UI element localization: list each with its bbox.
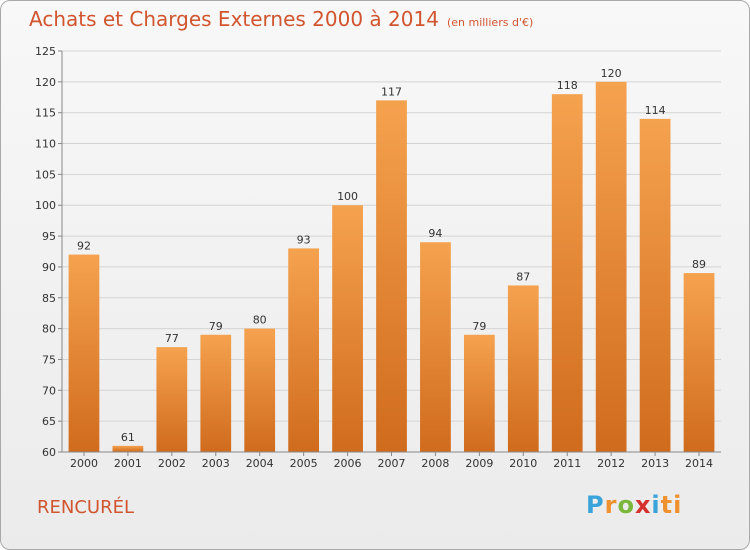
y-tick-label: 125 xyxy=(35,45,56,58)
bar-2001 xyxy=(112,445,144,452)
value-label: 100 xyxy=(337,190,358,203)
x-tick-label: 2000 xyxy=(70,457,98,470)
bar-2003 xyxy=(200,334,232,452)
bar-2005 xyxy=(288,248,320,452)
value-label: 120 xyxy=(601,67,622,80)
x-tick-label: 2003 xyxy=(202,457,230,470)
x-tick-label: 2006 xyxy=(334,457,362,470)
y-tick-label: 120 xyxy=(35,76,56,89)
x-tick-label: 2013 xyxy=(641,457,669,470)
x-tick-label: 2001 xyxy=(114,457,142,470)
bar-2014 xyxy=(683,273,715,452)
y-tick-label: 65 xyxy=(42,415,56,428)
bar-2000 xyxy=(68,254,100,452)
x-tick-label: 2010 xyxy=(509,457,537,470)
axes: 60 65 70 75 80 85 90 95 100 105 110 115 120 125 2000 20… xyxy=(35,45,721,470)
x-tick-label: 2002 xyxy=(158,457,186,470)
y-tick-label: 75 xyxy=(42,353,56,366)
x-tick-label: 2004 xyxy=(246,457,274,470)
bar-2011 xyxy=(551,94,583,452)
value-label: 118 xyxy=(557,79,578,92)
y-tick-label: 110 xyxy=(35,138,56,151)
place-name: RENCURÉL xyxy=(37,497,134,518)
bar-2010 xyxy=(507,285,539,452)
chart-title: Achats et Charges Externes 2000 à 2014 (e… xyxy=(29,7,533,31)
bar-2013 xyxy=(639,118,671,452)
bar-2002 xyxy=(156,347,188,452)
y-tick-label: 95 xyxy=(42,230,56,243)
value-label: 77 xyxy=(165,332,179,345)
value-label: 80 xyxy=(253,314,267,327)
x-tick-label: 2007 xyxy=(378,457,406,470)
y-tick-label: 100 xyxy=(35,199,56,212)
bar-2012 xyxy=(595,81,627,452)
y-tick-label: 105 xyxy=(35,168,56,181)
x-tick-label: 2008 xyxy=(421,457,449,470)
y-tick-label: 60 xyxy=(42,446,56,459)
x-tick-label: 2012 xyxy=(597,457,625,470)
x-tick-label: 2009 xyxy=(465,457,493,470)
y-tick-label: 70 xyxy=(42,384,56,397)
y-tick-label: 115 xyxy=(35,107,56,120)
bar-2009 xyxy=(463,334,495,452)
value-label: 114 xyxy=(645,104,666,117)
y-tick-label: 90 xyxy=(42,261,56,274)
bar-2004 xyxy=(244,328,276,452)
value-label: 79 xyxy=(209,320,223,333)
value-label: 117 xyxy=(381,85,402,98)
bar-2006 xyxy=(332,205,363,452)
x-tick-label: 2014 xyxy=(685,457,713,470)
x-tick-label: 2011 xyxy=(553,457,581,470)
value-label: 79 xyxy=(472,320,486,333)
value-label: 87 xyxy=(516,270,530,283)
value-label: 93 xyxy=(297,233,311,246)
proxiti-logo: Proxiti xyxy=(586,491,683,519)
x-tick-label: 2005 xyxy=(290,457,318,470)
value-label: 94 xyxy=(428,227,442,240)
y-tick-label: 80 xyxy=(42,323,56,336)
chart-title-text: Achats et Charges Externes 2000 à 2014 xyxy=(29,7,439,31)
value-label: 89 xyxy=(692,258,706,271)
y-tick-label: 85 xyxy=(42,292,56,305)
bar-2007 xyxy=(376,100,407,452)
chart-subtitle: (en milliers d'€) xyxy=(446,16,534,29)
value-label: 61 xyxy=(121,431,135,444)
bar-2008 xyxy=(420,242,451,452)
bars: 92 61 77 79 80 93 100 117 94 79 87 118 120 114 89 xyxy=(68,67,715,452)
value-label: 92 xyxy=(77,240,91,253)
